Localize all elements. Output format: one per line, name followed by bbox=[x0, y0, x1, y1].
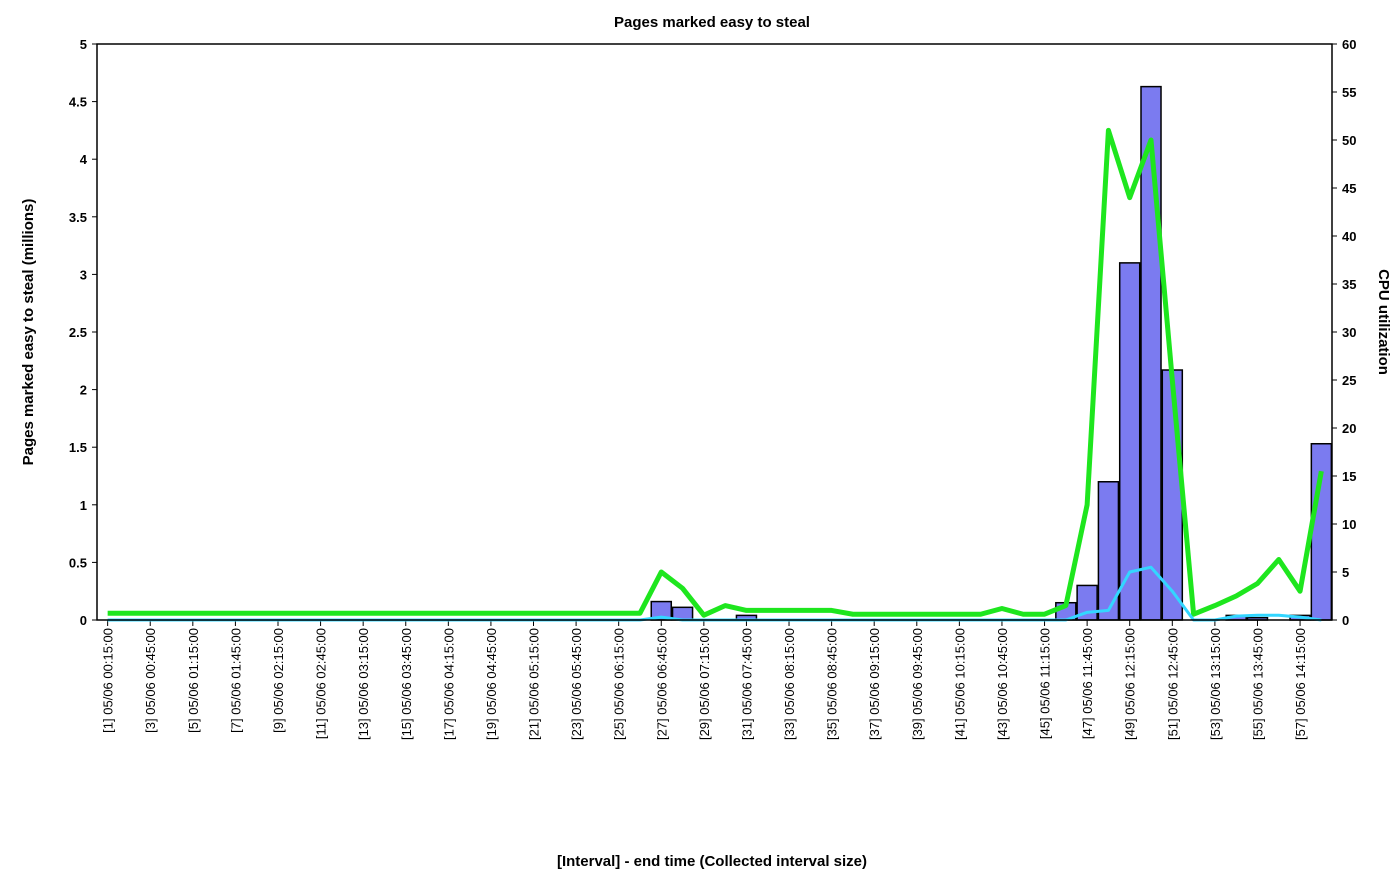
x-tick-label: [49] 05/06 12:15:00 bbox=[1123, 628, 1138, 740]
x-tick-label: [29] 05/06 07:15:00 bbox=[697, 628, 712, 740]
x-tick-label: [23] 05/06 05:45:00 bbox=[569, 628, 584, 740]
y2-tick-label: 5 bbox=[1342, 565, 1349, 580]
y-tick-label: 2 bbox=[80, 383, 87, 398]
y2-tick-label: 50 bbox=[1342, 133, 1356, 148]
x-tick-label: [33] 05/06 08:15:00 bbox=[782, 628, 797, 740]
y2-tick-label: 45 bbox=[1342, 181, 1356, 196]
y2-tick-label: 40 bbox=[1342, 229, 1356, 244]
y-tick-label: 2.5 bbox=[69, 325, 87, 340]
y-axis-label: Pages marked easy to steal (millions) bbox=[20, 199, 37, 466]
x-tick-label: [15] 05/06 03:45:00 bbox=[399, 628, 414, 740]
y2-tick-label: 10 bbox=[1342, 517, 1356, 532]
x-tick-label: [45] 05/06 11:15:00 bbox=[1038, 628, 1053, 739]
chart-title: Pages marked easy to steal bbox=[614, 14, 810, 31]
x-axis-label: [Interval] - end time (Collected interva… bbox=[557, 853, 867, 870]
x-tick-label: [17] 05/06 04:15:00 bbox=[441, 628, 456, 740]
y-tick-label: 0.5 bbox=[69, 555, 87, 570]
bar bbox=[1310, 442, 1333, 621]
y-tick-label: 5 bbox=[80, 37, 87, 52]
x-tick-label: [47] 05/06 11:45:00 bbox=[1080, 628, 1095, 739]
x-tick-label: [37] 05/06 09:15:00 bbox=[867, 628, 882, 740]
bar bbox=[1118, 262, 1141, 621]
y-tick-label: 1.5 bbox=[69, 440, 87, 455]
x-tick-label: [27] 05/06 06:45:00 bbox=[654, 628, 669, 740]
x-tick-label: [7] 05/06 01:45:00 bbox=[228, 628, 243, 733]
x-tick-label: [3] 05/06 00:45:00 bbox=[143, 628, 158, 733]
x-tick-label: [19] 05/06 04:45:00 bbox=[484, 628, 499, 740]
x-tick-label: [5] 05/06 01:15:00 bbox=[186, 628, 201, 733]
x-tick-label: [51] 05/06 12:45:00 bbox=[1165, 628, 1180, 740]
y2-axis-label: CPU utilization bbox=[1375, 269, 1391, 375]
y-tick-label: 1 bbox=[80, 498, 87, 513]
x-tick-label: [21] 05/06 05:15:00 bbox=[527, 628, 542, 740]
x-tick-label: [9] 05/06 02:15:00 bbox=[271, 628, 286, 733]
y2-tick-label: 35 bbox=[1342, 277, 1356, 292]
y2-tick-label: 55 bbox=[1342, 85, 1356, 100]
x-tick-label: [11] 05/06 02:45:00 bbox=[314, 628, 329, 739]
y2-tick-label: 15 bbox=[1342, 469, 1356, 484]
y-tick-label: 3.5 bbox=[69, 210, 87, 225]
y2-tick-label: 25 bbox=[1342, 373, 1356, 388]
x-tick-label: [13] 05/06 03:15:00 bbox=[356, 628, 371, 740]
plot-frame bbox=[96, 43, 1333, 621]
x-tick-label: [1] 05/06 00:15:00 bbox=[101, 628, 116, 733]
y-tick-label: 4 bbox=[80, 152, 88, 167]
y-tick-label: 3 bbox=[80, 267, 87, 282]
y2-tick-label: 60 bbox=[1342, 37, 1356, 52]
x-tick-label: [57] 05/06 14:15:00 bbox=[1293, 628, 1308, 740]
x-tick-label: [25] 05/06 06:15:00 bbox=[612, 628, 627, 740]
y2-tick-label: 0 bbox=[1342, 613, 1349, 628]
x-tick-label: [39] 05/06 09:45:00 bbox=[910, 628, 925, 740]
y2-tick-label: 30 bbox=[1342, 325, 1356, 340]
x-tick-label: [55] 05/06 13:45:00 bbox=[1250, 628, 1265, 740]
x-tick-label: [35] 05/06 08:45:00 bbox=[825, 628, 840, 740]
x-tick-label: [53] 05/06 13:15:00 bbox=[1208, 628, 1223, 740]
y2-tick-label: 20 bbox=[1342, 421, 1356, 436]
x-tick-label: [31] 05/06 07:45:00 bbox=[739, 628, 754, 740]
x-tick-label: [43] 05/06 10:45:00 bbox=[995, 628, 1010, 740]
y-tick-label: 0 bbox=[80, 613, 87, 628]
y-tick-label: 4.5 bbox=[69, 95, 87, 110]
x-tick-label: [41] 05/06 10:15:00 bbox=[952, 628, 967, 740]
line bbox=[107, 127, 1324, 618]
